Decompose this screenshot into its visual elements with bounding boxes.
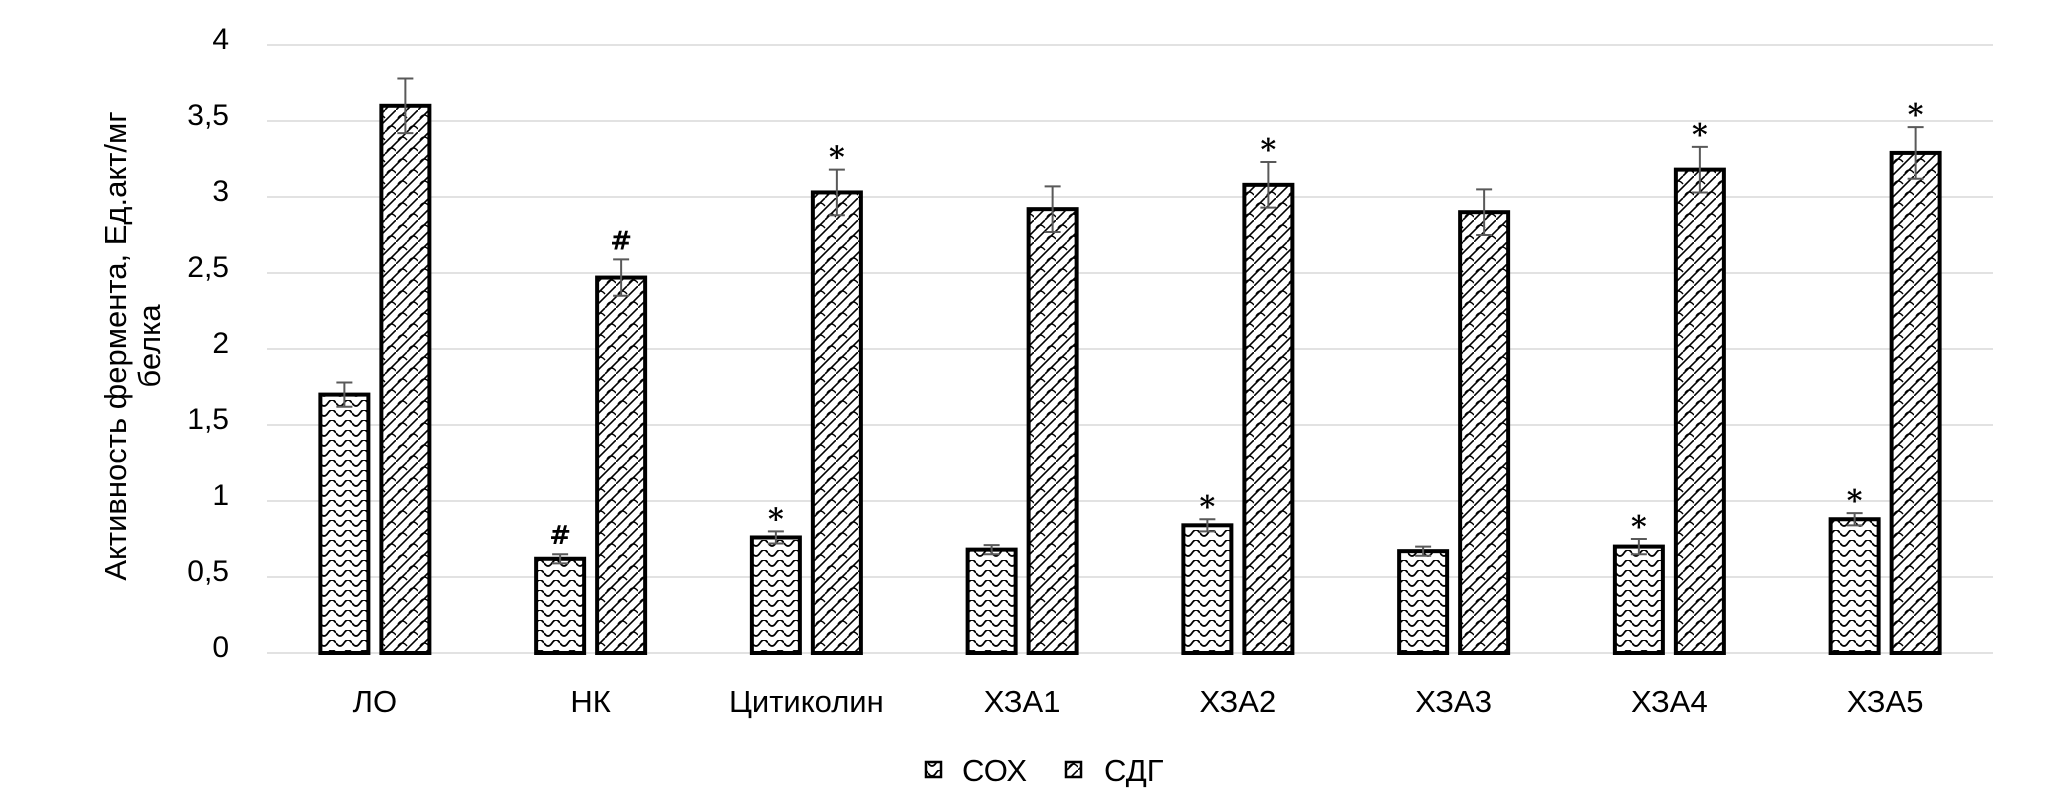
bar-cox <box>1612 544 1665 655</box>
significance-marker-asterisk: * <box>768 502 784 537</box>
x-category-label: ХЗА4 <box>1631 684 1708 719</box>
gridlines <box>267 44 1993 654</box>
error-bar <box>1415 545 1432 557</box>
bar-cox <box>965 547 1018 656</box>
y-axis-title: Активность фермента, Ед.акт/мг белка <box>98 111 167 580</box>
significance-marker-asterisk: * <box>1692 118 1708 153</box>
y-tick-label: 3 <box>212 175 229 208</box>
bar-cox <box>318 392 371 655</box>
x-category-label: ХЗА5 <box>1847 684 1924 719</box>
error-bars <box>336 77 1924 565</box>
error-bar <box>828 168 845 217</box>
x-axis-categories: ЛО НК Цитиколин ХЗА1 ХЗА2 ХЗА3 ХЗА4 ХЗА5 <box>353 684 1924 719</box>
significance-marker-asterisk: * <box>829 141 845 176</box>
significance-markers: # # * * * * * * * * <box>549 98 1924 551</box>
error-bar <box>1260 161 1277 209</box>
bar-sdg <box>1889 150 1942 655</box>
bar-cox <box>534 556 587 656</box>
y-tick-label: 3,5 <box>187 99 229 132</box>
bar-sdg <box>1242 182 1295 655</box>
bar-sdg <box>810 190 863 655</box>
significance-marker-hash: # <box>610 226 632 256</box>
error-bar <box>397 77 414 135</box>
y-tick-label: 2 <box>212 327 229 360</box>
error-bar <box>552 553 569 565</box>
bar-sdg <box>1026 207 1079 655</box>
significance-marker-asterisk: * <box>1908 98 1924 133</box>
bar-sdg <box>379 103 432 656</box>
bar-cox <box>1828 517 1881 655</box>
y-tick-label: 0 <box>212 631 229 664</box>
legend-swatch-sdg <box>1064 760 1083 779</box>
significance-marker-asterisk: * <box>1200 490 1216 525</box>
error-bar <box>1691 145 1708 194</box>
y-tick-label: 1,5 <box>187 403 229 436</box>
y-tick-label: 1 <box>212 479 229 512</box>
y-tick-label: 0,5 <box>187 555 229 588</box>
x-category-label: ЛО <box>353 684 397 719</box>
y-axis-ticks: 0 0,5 1 1,5 2 2,5 3 3,5 4 <box>187 23 229 664</box>
error-bar <box>983 544 1000 556</box>
error-bar <box>767 530 784 545</box>
error-bar <box>613 258 630 297</box>
error-bar <box>1044 185 1061 233</box>
x-category-label: ХЗА3 <box>1415 684 1492 719</box>
significance-marker-hash: # <box>549 521 571 551</box>
x-category-label: ХЗА2 <box>1200 684 1277 719</box>
legend-item-cox[interactable]: СОХ <box>924 753 1027 788</box>
x-category-label: ХЗА1 <box>984 684 1061 719</box>
significance-marker-asterisk: * <box>1631 510 1647 545</box>
legend-label-sdg: СДГ <box>1104 753 1164 788</box>
error-bar <box>1907 126 1924 180</box>
y-tick-label: 4 <box>212 23 229 56</box>
legend-label-cox: СОХ <box>962 753 1027 788</box>
error-bar <box>1199 518 1216 533</box>
bar-sdg <box>595 275 648 655</box>
error-bar <box>1476 188 1493 236</box>
x-category-label: НК <box>570 684 610 719</box>
bar-cox <box>1397 549 1450 655</box>
bar-sdg <box>1458 210 1511 655</box>
bars <box>318 103 1942 656</box>
error-bar <box>1846 512 1863 527</box>
legend-item-sdg[interactable]: СДГ <box>1064 753 1164 788</box>
error-bar <box>336 381 353 408</box>
legend: СОХ СДГ <box>924 753 1164 788</box>
bar-cox <box>749 535 802 655</box>
x-category-label: Цитиколин <box>729 684 884 719</box>
bar-cox <box>1181 523 1234 656</box>
y-axis-title-line-1: Активность фермента, Ед.акт/мг <box>98 111 133 580</box>
y-axis-title-line-2: белка <box>132 304 167 388</box>
legend-swatch-cox <box>924 760 943 779</box>
significance-marker-asterisk: * <box>1847 484 1863 519</box>
error-bar <box>1630 538 1647 556</box>
y-tick-label: 2,5 <box>187 251 229 284</box>
bar-sdg <box>1673 167 1726 655</box>
significance-marker-asterisk: * <box>1261 133 1277 168</box>
